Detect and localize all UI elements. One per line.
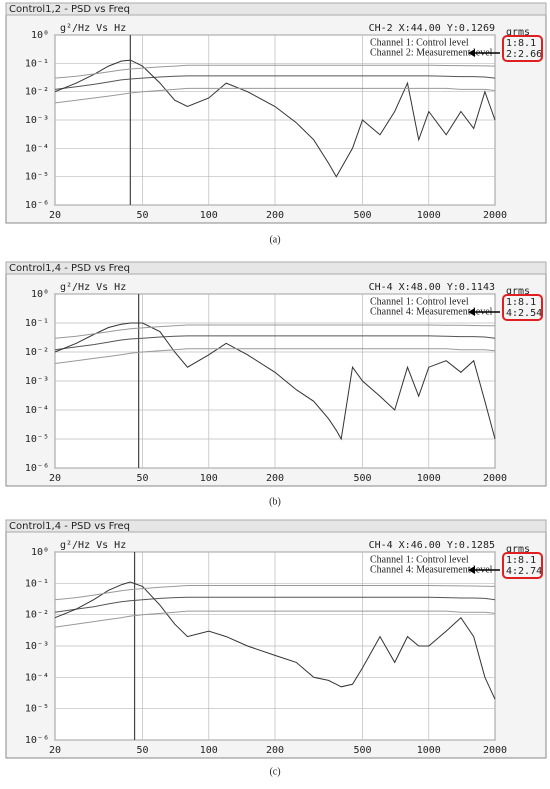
grms-value: 1:8.1: [506, 297, 536, 308]
y-tick-label: 10⁻⁵: [25, 704, 49, 715]
x-tick-label: 20: [49, 745, 61, 756]
legend-entry: Channel 4: Measurement level: [370, 306, 493, 317]
legend-entry: Channel 2: Measurement level: [370, 47, 493, 58]
y-tick-label: 10⁻⁴: [25, 405, 49, 416]
y-tick-label: 10⁻⁴: [25, 143, 49, 154]
grms-value: 2:2.66: [506, 49, 542, 60]
series-line: [54, 596, 496, 613]
x-tick-label: 500: [354, 473, 372, 484]
x-tick-label: 50: [137, 745, 149, 756]
x-tick-label: 50: [137, 473, 149, 484]
arrow-head: [468, 49, 475, 57]
y-tick-label: 10⁻³: [25, 376, 49, 387]
cursor-readout: CH-4 X:46.00 Y:0.1285: [369, 540, 495, 551]
y-tick-label: 10⁻⁶: [25, 735, 49, 746]
x-tick-label: 200: [266, 210, 284, 221]
x-tick-label: 50: [137, 210, 149, 221]
series-line: [54, 348, 496, 364]
series-line: [54, 610, 496, 628]
series-line: [54, 324, 496, 339]
x-tick-label: 200: [266, 745, 284, 756]
highlight-box: [502, 35, 543, 62]
series-line: [54, 87, 496, 104]
series-line: [54, 59, 496, 178]
y-tick-label: 10⁻³: [25, 641, 49, 652]
y-tick-label: 10⁻⁵: [25, 434, 49, 445]
title-bar: [5, 261, 547, 275]
x-tick-label: 20: [49, 210, 61, 221]
caption: (a): [269, 234, 280, 245]
legend-entry: Channel 4: Measurement level: [370, 564, 493, 575]
x-tick-label: 100: [200, 745, 218, 756]
series-line: [54, 581, 496, 700]
series-line: [54, 64, 496, 79]
axis-title: g²/Hz Vs Hz: [60, 540, 126, 551]
y-tick-label: 10⁻⁶: [25, 200, 49, 211]
title-bar: [5, 2, 547, 16]
y-tick-label: 10⁻²: [25, 87, 49, 98]
panel: Control1,2 - PSD vs Freq 10⁰ 10⁻¹ 10⁻² 10⁻³ 1…: [5, 2, 547, 245]
x-tick-label: 20: [49, 473, 61, 484]
series-line: [54, 75, 496, 90]
title-bar: [5, 519, 547, 533]
x-tick-label: 200: [266, 473, 284, 484]
y-tick-label: 10⁻⁴: [25, 672, 49, 683]
caption: (c): [269, 766, 280, 777]
highlight-box: [502, 294, 543, 321]
y-tick-label: 10⁻³: [25, 115, 49, 126]
x-tick-label: 1000: [417, 745, 441, 756]
caption: (b): [269, 496, 281, 507]
y-tick-label: 10⁻²: [25, 610, 49, 621]
arrow-head: [468, 308, 475, 316]
highlight-box: [502, 552, 543, 579]
grms-value: 4:2.54: [506, 308, 542, 319]
x-tick-label: 2000: [483, 473, 507, 484]
series-line: [54, 585, 496, 601]
grms-label: grms: [506, 544, 530, 555]
grms-label: grms: [506, 27, 530, 38]
x-tick-label: 2000: [483, 745, 507, 756]
y-tick-label: 10⁻¹: [25, 578, 49, 589]
y-tick-label: 10⁻⁵: [25, 172, 49, 183]
axis-title: g²/Hz Vs Hz: [60, 23, 126, 34]
x-tick-label: 500: [354, 745, 372, 756]
x-tick-label: 1000: [417, 473, 441, 484]
cursor-readout: CH-2 X:44.00 Y:0.1269: [369, 23, 495, 34]
x-tick-label: 500: [354, 210, 372, 221]
y-tick-label: 10⁻²: [25, 347, 49, 358]
legend-entry: Channel 1: Control level: [370, 296, 469, 307]
y-tick-label: 10⁰: [31, 30, 49, 41]
grms-value: 1:8.1: [506, 38, 536, 49]
grms-value: 4:2.74: [506, 566, 542, 577]
grms-label: grms: [506, 286, 530, 297]
panel: Control1,4 - PSD vs Freq 10⁰ 10⁻¹ 10⁻² 10⁻³ 1…: [5, 519, 547, 777]
x-tick-label: 1000: [417, 210, 441, 221]
legend-entry: Channel 1: Control level: [370, 37, 469, 48]
arrow-head: [468, 566, 475, 574]
window-title: Control1,4 - PSD vs Freq: [9, 521, 130, 532]
y-tick-label: 10⁰: [31, 289, 49, 300]
x-tick-label: 100: [200, 473, 218, 484]
y-tick-label: 10⁻⁶: [25, 463, 49, 474]
x-tick-label: 2000: [483, 210, 507, 221]
y-tick-label: 10⁻¹: [25, 318, 49, 329]
legend-entry: Channel 1: Control level: [370, 554, 469, 565]
cursor-readout: CH-4 X:48.00 Y:0.1143: [369, 282, 495, 293]
series-line: [54, 322, 496, 441]
window-title: Control1,2 - PSD vs Freq: [9, 4, 130, 15]
y-tick-label: 10⁻¹: [25, 58, 49, 69]
window-title: Control1,4 - PSD vs Freq: [9, 263, 130, 274]
series-line: [54, 335, 496, 351]
panel: Control1,4 - PSD vs Freq 10⁰ 10⁻¹ 10⁻² 10⁻³ 1…: [5, 261, 547, 507]
x-tick-label: 100: [200, 210, 218, 221]
grms-value: 1:8.1: [506, 555, 536, 566]
y-tick-label: 10⁰: [31, 547, 49, 558]
axis-title: g²/Hz Vs Hz: [60, 282, 126, 293]
